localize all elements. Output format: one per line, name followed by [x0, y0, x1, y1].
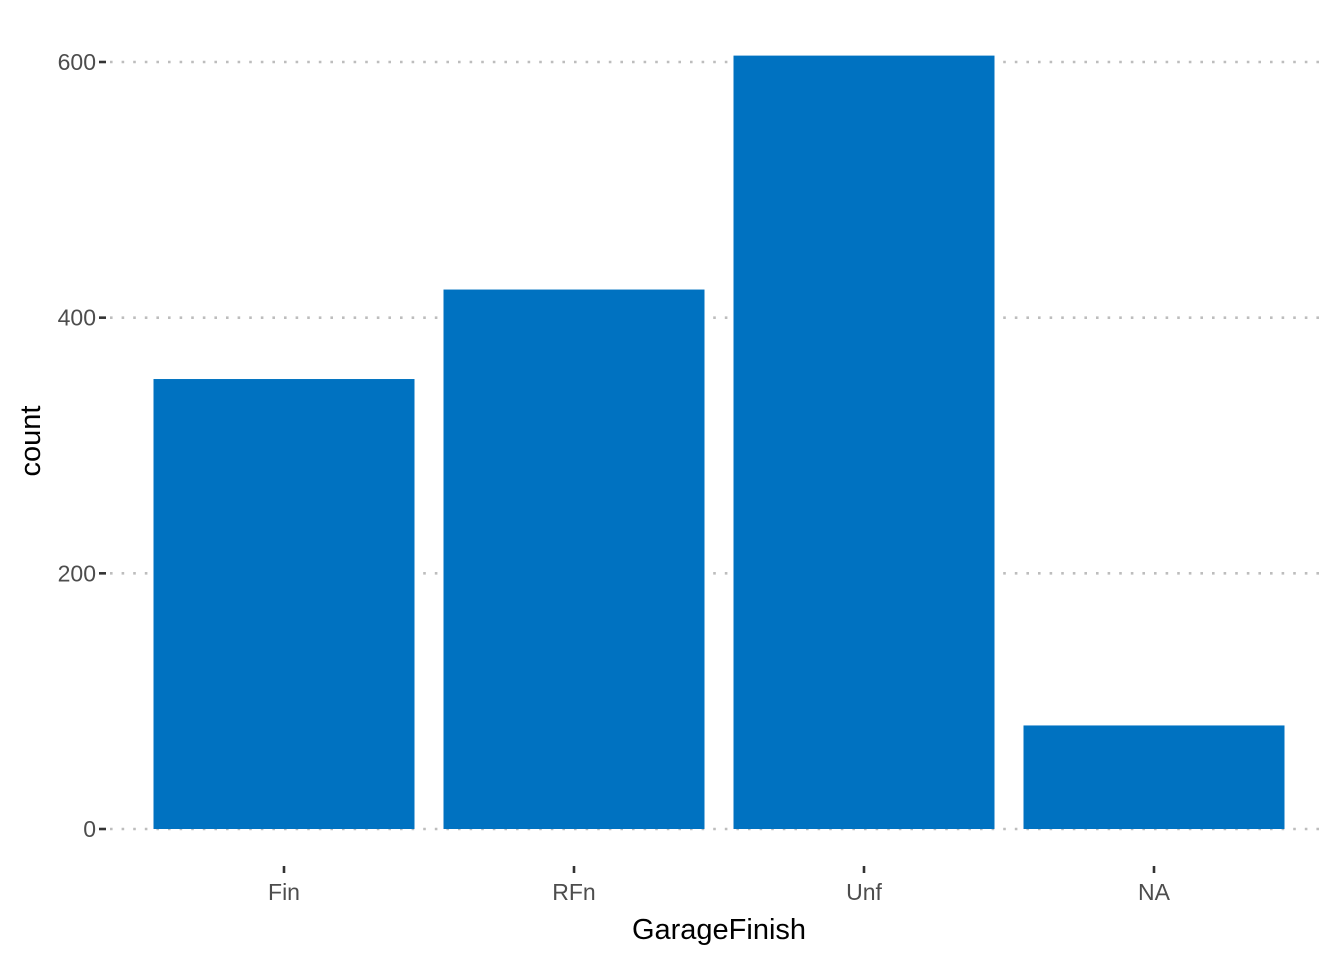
- y-tick-label: 400: [58, 305, 96, 331]
- y-tick-label: 200: [58, 560, 96, 586]
- y-axis-title: count: [15, 406, 47, 477]
- x-tick-label: Fin: [268, 879, 300, 905]
- bar-na: [1023, 725, 1285, 829]
- x-tick-label: NA: [1138, 879, 1171, 905]
- bar-layer: [153, 55, 1285, 829]
- y-tick-label: 600: [58, 49, 96, 75]
- y-tick-label: 0: [83, 816, 96, 842]
- x-tick-label: RFn: [552, 879, 595, 905]
- x-axis-title: GarageFinish: [632, 914, 806, 946]
- bar-unf: [733, 55, 995, 829]
- x-tick-label: Unf: [846, 879, 882, 905]
- axis-layer: 0 200 400 600 Fin RFn Unf NA: [58, 49, 1171, 905]
- bar-rfn: [443, 289, 705, 829]
- bar-fin: [153, 379, 415, 829]
